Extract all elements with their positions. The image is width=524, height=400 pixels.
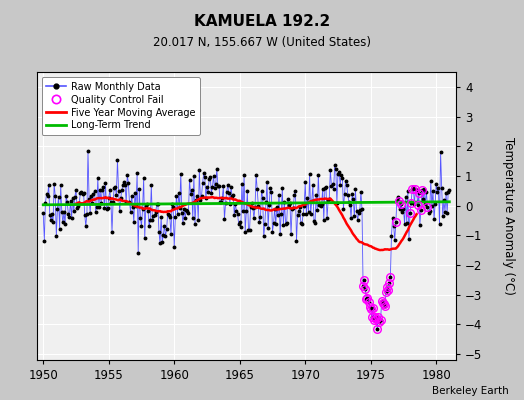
Text: KAMUELA 192.2: KAMUELA 192.2 bbox=[194, 14, 330, 29]
Legend: Raw Monthly Data, Quality Control Fail, Five Year Moving Average, Long-Term Tren: Raw Monthly Data, Quality Control Fail, … bbox=[41, 77, 200, 135]
Text: 20.017 N, 155.667 W (United States): 20.017 N, 155.667 W (United States) bbox=[153, 36, 371, 49]
Y-axis label: Temperature Anomaly (°C): Temperature Anomaly (°C) bbox=[501, 137, 515, 295]
Text: Berkeley Earth: Berkeley Earth bbox=[432, 386, 508, 396]
